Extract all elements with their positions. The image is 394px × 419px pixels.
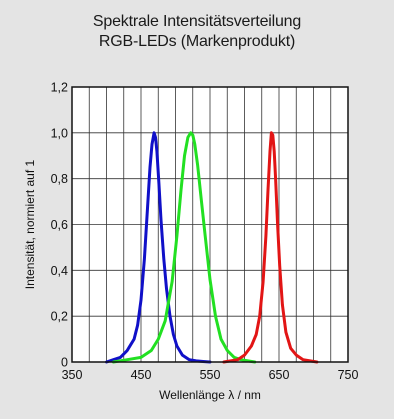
series-line-3: [222, 131, 319, 364]
chart-title: Spektrale Intensitätsverteilung: [92, 13, 302, 30]
y-axis: 0 0,2 0,4 0,6 0,8 1,0 1,2: [51, 81, 68, 370]
series-group: [105, 131, 319, 364]
y-tick-label: 1,0: [51, 126, 68, 140]
y-tick-label: 0,6: [51, 218, 68, 232]
series-line-1: [105, 131, 212, 364]
x-tick-label: 550: [200, 368, 221, 382]
chart-subtitle: RGB-LEDs (Markenprodukt): [98, 33, 296, 50]
x-axis-label: Wellenlänge λ / nm: [159, 388, 261, 402]
series-line-2: [111, 131, 257, 364]
y-tick-label: 0,8: [51, 172, 68, 186]
y-axis-label: Intensität, normiert auf 1: [23, 159, 37, 289]
x-axis: 350 450 550 650 750: [62, 368, 359, 382]
y-tick-label: 0,2: [51, 310, 68, 324]
x-tick-label: 650: [269, 368, 290, 382]
y-tick-label: 1,2: [51, 81, 68, 95]
x-tick-label: 350: [62, 368, 83, 382]
x-tick-label: 750: [338, 368, 359, 382]
y-tick-label: 0: [61, 356, 68, 370]
x-tick-label: 450: [131, 368, 152, 382]
plot-frame: [71, 86, 349, 363]
y-tick-label: 0,4: [51, 264, 68, 278]
